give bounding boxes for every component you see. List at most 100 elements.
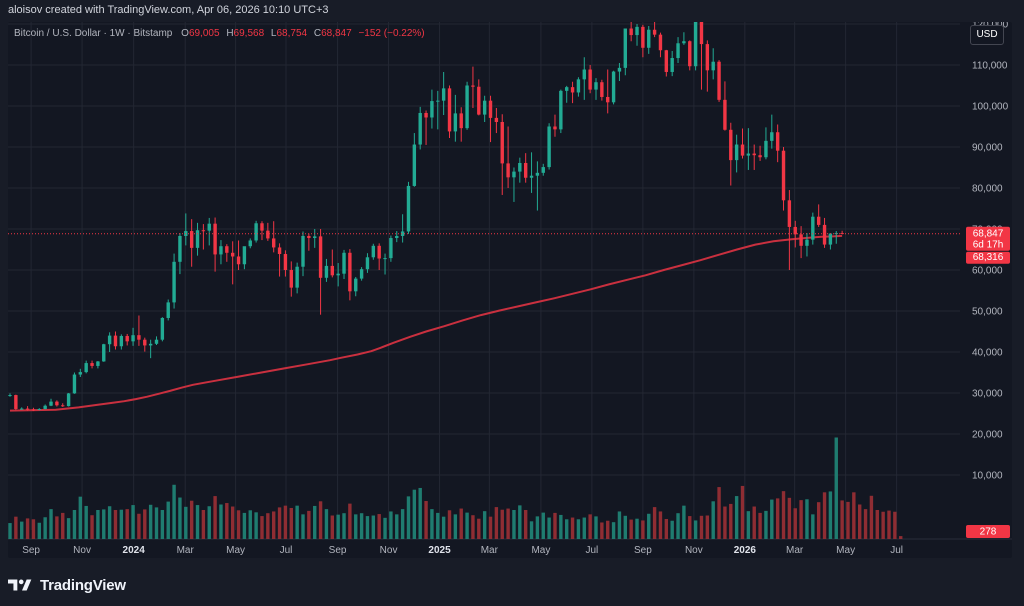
candle <box>90 360 94 369</box>
volume-bar <box>283 505 288 539</box>
candle <box>623 28 627 76</box>
volume-bar <box>184 506 188 539</box>
candle-body <box>272 238 276 248</box>
candle-body <box>688 41 692 67</box>
candle <box>307 233 311 251</box>
volume-bar <box>775 498 780 539</box>
candle-body <box>559 90 563 130</box>
candle-body <box>72 374 77 394</box>
candle-body <box>96 361 100 366</box>
x-tick-label: Sep <box>22 545 40 556</box>
candle-body <box>230 252 235 257</box>
volume-bar <box>96 510 100 539</box>
candle <box>166 299 170 321</box>
volume-bar <box>811 514 815 539</box>
candle <box>699 22 704 90</box>
candle-body <box>148 343 153 346</box>
candle-body <box>822 224 827 245</box>
candle-body <box>793 226 797 235</box>
candle <box>137 315 141 346</box>
candle <box>746 128 751 170</box>
candle <box>670 51 674 77</box>
volume-bar <box>482 511 487 539</box>
candle-body <box>611 71 616 103</box>
candle-body <box>676 43 680 59</box>
volume-bar <box>148 504 153 539</box>
moving-average-tag: 68,316 <box>966 251 1010 264</box>
volume-bar <box>641 520 645 539</box>
volume-bar <box>606 520 610 539</box>
x-tick-label: Mar <box>481 545 499 556</box>
candle-body <box>113 335 118 347</box>
volume-bar <box>277 507 282 539</box>
candle-body <box>734 144 739 161</box>
candle-body <box>523 162 528 178</box>
x-tick-label: Sep <box>329 545 347 556</box>
high-label: H <box>226 28 234 39</box>
candle <box>55 400 59 407</box>
candlestick-chart[interactable]: 10,00020,00030,00040,00050,00060,00070,0… <box>8 22 1012 558</box>
volume-bar <box>863 509 868 539</box>
candle <box>225 244 229 262</box>
volume-bar <box>61 512 65 539</box>
candle <box>553 114 557 137</box>
x-tick-label: May <box>836 545 855 556</box>
volume-bar <box>324 509 329 539</box>
candle-body <box>318 236 323 278</box>
candle <box>219 240 223 265</box>
chart-pane[interactable]: 10,00020,00030,00040,00050,00060,00070,0… <box>8 22 1012 558</box>
candle <box>723 81 727 131</box>
candle-body <box>652 29 657 35</box>
volume-bar <box>518 505 522 539</box>
volume-bar <box>348 503 352 539</box>
candle-body <box>359 269 364 279</box>
candle <box>453 94 458 142</box>
candle-body <box>816 216 821 225</box>
candle-body <box>324 265 329 278</box>
candle <box>72 372 77 394</box>
volume-bar <box>635 518 639 539</box>
candle <box>242 246 247 270</box>
candle-body <box>213 223 217 255</box>
candle-body <box>371 245 376 258</box>
volume-bar <box>371 515 376 539</box>
candle <box>611 70 616 105</box>
candle-body <box>154 339 159 344</box>
candle-body <box>412 144 417 186</box>
candle <box>676 37 680 63</box>
volume-bar <box>207 506 211 539</box>
volume-bar <box>154 507 159 539</box>
currency-button[interactable]: USD <box>970 25 1004 45</box>
volume-bar <box>582 517 586 539</box>
volume-bar <box>617 511 622 539</box>
candle-body <box>37 408 41 410</box>
volume-bar <box>137 513 141 539</box>
volume-bar <box>20 521 24 539</box>
volume-bar <box>752 506 756 539</box>
x-tick-label: 2026 <box>734 545 757 556</box>
volume-bar <box>412 489 417 539</box>
candle <box>793 220 797 248</box>
candle-body <box>365 257 370 270</box>
candle <box>541 163 545 176</box>
candle <box>266 222 270 241</box>
volume-bar <box>576 519 581 539</box>
candle-body <box>406 185 411 232</box>
candle <box>711 48 715 80</box>
candle-body <box>723 99 727 130</box>
volume-bar <box>113 510 118 539</box>
last-price-value: 68,847 <box>973 229 1004 240</box>
volume-bar <box>465 512 469 539</box>
candle-body <box>400 231 405 236</box>
candle <box>8 393 12 397</box>
volume-bar <box>875 510 879 539</box>
candle-body <box>781 150 786 201</box>
candle <box>395 231 399 243</box>
volume-bar <box>693 520 698 539</box>
brand-footer: TradingView <box>8 572 126 598</box>
volume-bar <box>459 508 463 539</box>
volume-tag: 278 <box>966 525 1010 538</box>
candle-body <box>752 153 756 156</box>
volume-bar <box>260 516 264 539</box>
